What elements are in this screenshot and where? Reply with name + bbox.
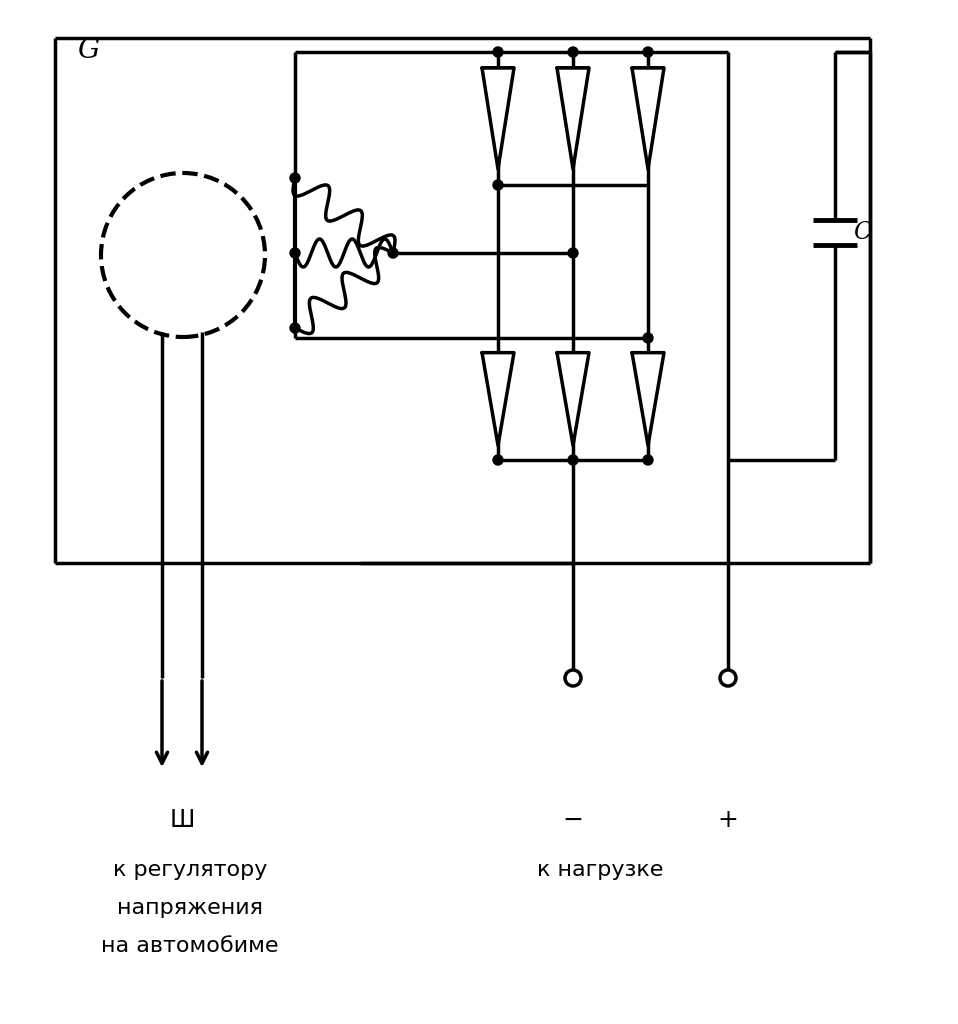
Circle shape [643, 47, 653, 57]
Circle shape [720, 670, 736, 686]
Circle shape [568, 248, 578, 258]
Text: G: G [77, 37, 99, 63]
Text: к регулятору: к регулятору [113, 860, 267, 880]
Polygon shape [557, 68, 589, 169]
Circle shape [493, 180, 503, 190]
Text: −: − [562, 808, 583, 831]
Polygon shape [557, 352, 589, 445]
Text: C: C [853, 221, 871, 244]
Circle shape [568, 455, 578, 465]
Circle shape [388, 248, 398, 258]
Circle shape [290, 248, 300, 258]
Circle shape [643, 455, 653, 465]
Text: Ш: Ш [170, 808, 194, 831]
Text: на автомобиме: на автомобиме [102, 936, 279, 956]
Circle shape [290, 323, 300, 333]
Circle shape [565, 670, 581, 686]
Text: к нагрузке: к нагрузке [536, 860, 663, 880]
Text: +: + [718, 808, 739, 831]
Polygon shape [632, 68, 664, 169]
Circle shape [493, 455, 503, 465]
Circle shape [290, 173, 300, 183]
Polygon shape [482, 352, 514, 445]
Circle shape [568, 47, 578, 57]
Text: напряжения: напряжения [117, 898, 263, 918]
Circle shape [643, 333, 653, 343]
Polygon shape [482, 68, 514, 169]
Circle shape [101, 173, 265, 337]
Polygon shape [632, 352, 664, 445]
Circle shape [493, 47, 503, 57]
